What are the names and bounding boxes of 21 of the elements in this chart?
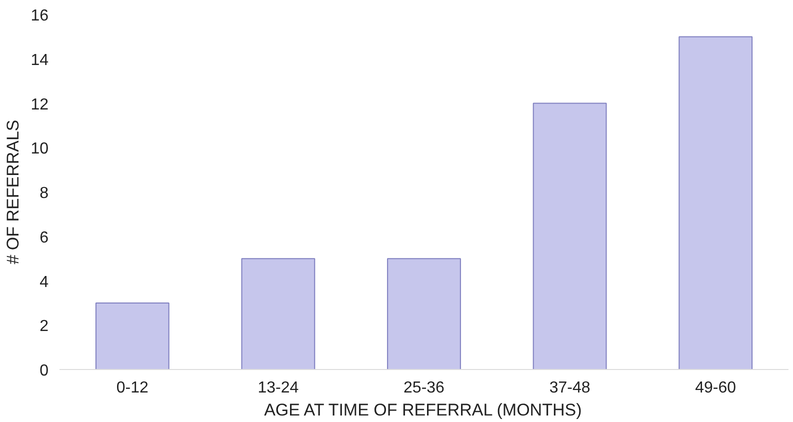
bar <box>678 36 753 370</box>
y-tick-label: 8 <box>40 185 49 202</box>
bar <box>387 258 461 370</box>
bar <box>532 102 607 370</box>
bar <box>95 302 170 370</box>
x-axis-title: AGE AT TIME OF REFERRAL (MONTHS) <box>264 400 582 420</box>
y-tick-label: 6 <box>40 229 49 246</box>
x-tick-label: 49-60 <box>695 380 736 396</box>
y-axis-title: # OF REFERRALS <box>4 120 23 264</box>
bar <box>241 258 316 370</box>
x-tick-label: 0-12 <box>116 380 149 396</box>
y-tick-label: 2 <box>40 318 49 336</box>
x-tick-label: 25-36 <box>404 380 445 396</box>
y-tick-label: 16 <box>30 8 49 24</box>
y-tick-label: 4 <box>40 274 49 291</box>
y-tick-label: 12 <box>30 96 49 114</box>
x-tick-label: 37-48 <box>549 380 590 396</box>
x-tick-label: 13-24 <box>258 380 299 396</box>
y-tick-label: 10 <box>30 140 49 158</box>
y-tick-label: 0 <box>40 362 49 380</box>
y-tick-label: 14 <box>30 52 49 69</box>
